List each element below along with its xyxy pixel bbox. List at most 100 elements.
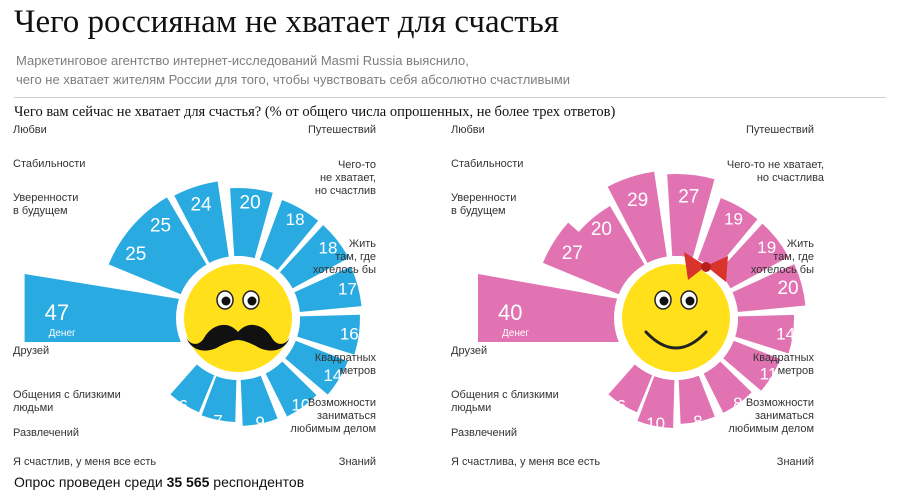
bar-4: [230, 188, 273, 259]
bar-10: [703, 361, 752, 413]
smiley-face: [184, 264, 292, 372]
bar-8: [735, 314, 795, 354]
respondent-count: 35 565: [166, 474, 210, 490]
value-label-3: 29: [627, 190, 648, 211]
bar-4: [667, 173, 715, 259]
bar-7: [294, 266, 362, 313]
value-label-10: 10: [291, 396, 310, 415]
bar-10: [265, 361, 317, 417]
bar-6: [279, 225, 349, 289]
category-label-11: Я счастлив, у меня все есть: [13, 456, 156, 468]
value-label-1: 27: [562, 243, 583, 264]
value-label-4: 20: [240, 193, 261, 214]
bar-12: [201, 376, 237, 422]
category-label-1: Стабильности: [451, 158, 523, 170]
bar-1: [542, 222, 630, 295]
category-label-0: Любви: [13, 124, 47, 136]
value-label-7: 20: [777, 278, 798, 299]
bar-13: [170, 364, 215, 413]
bow-knot-icon: [701, 262, 711, 272]
money-category-label: Денег: [49, 328, 76, 339]
bar-2: [131, 197, 207, 278]
category-label-1: Стабильности: [13, 158, 85, 170]
bar-1: [108, 225, 192, 295]
category-label-8: Развлечений: [13, 427, 79, 439]
category-label-0: Любви: [451, 124, 485, 136]
value-label-12: 10: [646, 414, 665, 433]
category-label-10: Возможности заниматься любимым делом: [728, 397, 814, 435]
mustache-icon: [186, 324, 290, 351]
category-label-5: Жить там, где хотелось бы: [751, 238, 814, 276]
bar-3: [174, 181, 229, 264]
category-label-5: Жить там, где хотелось бы: [313, 238, 376, 276]
value-label-money: 47: [45, 300, 69, 325]
value-label-2: 25: [150, 216, 171, 237]
footer-prefix: Опрос проведен среди: [14, 474, 163, 490]
category-label-9: Квадратных метров: [753, 352, 815, 377]
bar-8: [297, 314, 360, 355]
category-label-8: Развлечений: [451, 427, 517, 439]
value-label-money: 40: [498, 300, 522, 325]
value-label-7: 17: [338, 280, 357, 299]
bar-5: [259, 199, 319, 271]
women-chart: 40 Денег 27 20 29 27 19 19 20 14 11 8 8 10 6 Любви Стаби…: [451, 124, 825, 468]
eye-pupil-0: [659, 296, 669, 306]
bar-money: [478, 274, 636, 342]
value-label-9: 14: [323, 366, 342, 385]
value-label-8: 14: [776, 324, 795, 343]
bar-12: [637, 376, 675, 428]
smiley-face: [622, 264, 730, 372]
value-label-12: 7: [213, 411, 222, 430]
category-label-4: Чего-то не хватает, но счастлив: [315, 159, 376, 197]
category-label-6: Друзей: [451, 345, 487, 357]
value-label-8: 16: [340, 325, 359, 344]
category-label-12: Знаний: [777, 456, 814, 468]
bar-money: [24, 274, 198, 342]
value-label-6: 19: [757, 238, 776, 257]
bar-11: [678, 375, 715, 424]
bar-5: [697, 198, 758, 271]
value-label-10: 8: [733, 394, 742, 413]
survey-footer: Опрос проведен среди 35 565 респондентов: [14, 474, 304, 490]
value-label-11: 9: [255, 413, 264, 432]
bar-9: [285, 340, 348, 395]
category-label-3: Путешествий: [746, 124, 814, 136]
category-label-10: Возможности заниматься любимым делом: [290, 397, 376, 435]
footer-suffix: респондентов: [213, 474, 305, 490]
smile-mouth: [644, 330, 708, 350]
category-label-12: Знаний: [339, 456, 376, 468]
category-label-11: Я счастлива, у меня все есть: [451, 456, 600, 468]
eye-pupil-1: [685, 296, 695, 306]
money-category-label: Денег: [502, 328, 529, 339]
subtitle-line-2: чего не хватает жителям России для того,…: [16, 72, 570, 87]
bar-3: [607, 171, 667, 264]
bow-left-icon: [684, 252, 706, 280]
bar-13: [608, 364, 653, 413]
eye-pupil-1: [247, 296, 257, 306]
divider: [14, 97, 886, 98]
category-label-9: Квадратных метров: [315, 352, 377, 377]
value-label-4: 27: [678, 186, 699, 207]
eye-pupil-0: [221, 296, 231, 306]
value-label-2: 20: [591, 219, 612, 240]
category-label-3: Путешествий: [308, 124, 376, 136]
value-label-5: 19: [724, 209, 743, 228]
bar-6: [717, 223, 789, 289]
value-label-9: 11: [760, 365, 778, 384]
category-label-7: Общения с близкими людьми: [451, 389, 559, 414]
survey-question: Чего вам сейчас не хватает для счастья? …: [14, 104, 616, 120]
category-label-2: Уверенности в будущем: [451, 192, 516, 217]
value-label-13: 6: [616, 397, 625, 416]
category-label-7: Общения с близкими людьми: [13, 389, 121, 414]
bow-right-icon: [706, 256, 728, 282]
category-label-4: Чего-то не хватает, но счастлива: [727, 159, 825, 184]
value-label-1: 25: [125, 244, 146, 265]
bar-11: [240, 375, 278, 426]
value-label-5: 18: [286, 210, 305, 229]
value-label-13: 6: [178, 397, 187, 416]
bar-7: [732, 264, 806, 313]
value-label-3: 24: [190, 194, 212, 215]
subtitle-line-1: Маркетинговое агентство интернет-исследо…: [16, 53, 469, 68]
